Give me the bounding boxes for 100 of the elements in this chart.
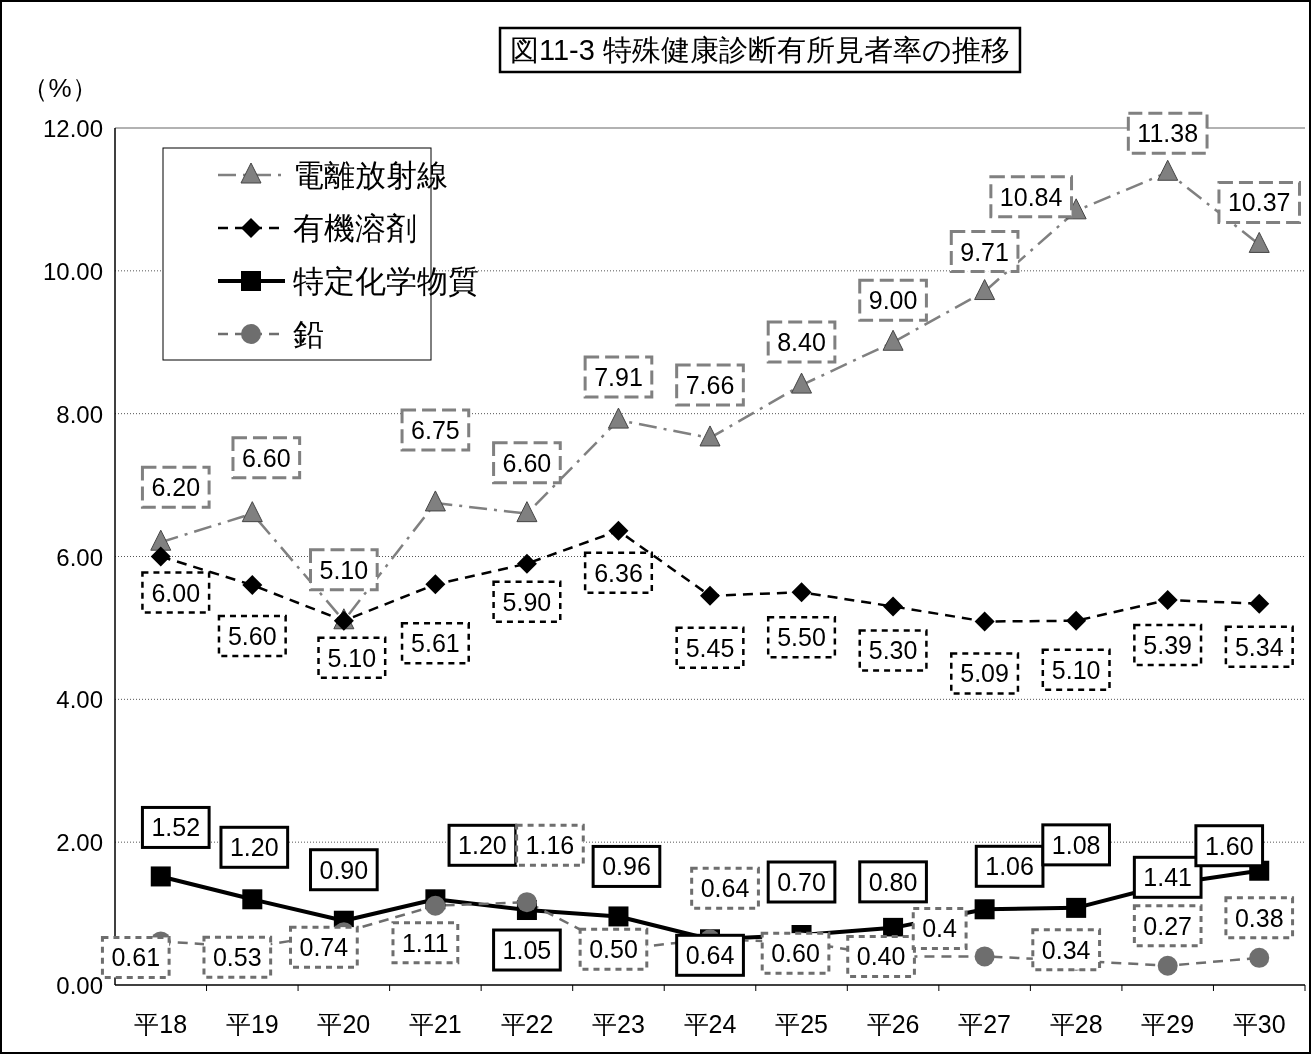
data-label: 5.10 (1051, 655, 1101, 684)
legend-label: 特定化学物質 (293, 264, 479, 299)
point (150, 546, 171, 567)
point (242, 889, 263, 910)
point (516, 892, 537, 913)
x-tick-label: 平24 (683, 1010, 737, 1038)
x-tick-label: 平30 (1232, 1010, 1286, 1038)
data-label: 0.74 (299, 933, 349, 962)
point (882, 329, 904, 351)
point (516, 501, 538, 523)
point (425, 574, 446, 595)
x-tick-label: 平28 (1049, 1010, 1103, 1038)
point (1249, 593, 1270, 614)
data-label: 5.39 (1143, 631, 1193, 660)
data-label: 5.10 (319, 555, 369, 584)
data-label: 0.27 (1143, 911, 1193, 940)
point (791, 582, 812, 603)
data-label: 9.71 (960, 237, 1009, 266)
point (791, 372, 813, 394)
data-label: 6.75 (411, 415, 460, 444)
point (608, 906, 629, 927)
data-label: 11.38 (1137, 119, 1199, 148)
point (700, 585, 720, 606)
point (150, 866, 171, 887)
legend-label: 有機溶剤 (293, 211, 417, 246)
data-label: 6.00 (151, 578, 201, 607)
point (425, 895, 446, 916)
data-label: 0.64 (685, 941, 735, 970)
x-tick-label: 平22 (500, 1010, 554, 1038)
data-label: 0.40 (856, 942, 906, 971)
point (424, 490, 446, 512)
x-tick-label: 平29 (1141, 1010, 1195, 1038)
point (974, 611, 995, 632)
point (516, 553, 537, 574)
data-label: 5.61 (411, 629, 460, 658)
point (608, 520, 629, 541)
point (242, 575, 263, 596)
data-label: 5.45 (685, 633, 735, 662)
data-label: 0.80 (868, 867, 918, 896)
data-label: 1.05 (502, 936, 552, 965)
data-label: 0.53 (212, 943, 262, 972)
data-label: 6.60 (241, 443, 291, 472)
y-tick-label: 12.00 (42, 115, 103, 142)
data-label: 1.20 (458, 831, 507, 860)
data-label: 6.36 (594, 558, 643, 587)
data-label: 7.91 (594, 363, 643, 392)
data-label: 5.90 (502, 587, 552, 616)
point (1248, 231, 1270, 253)
data-label: 0.96 (602, 852, 651, 881)
y-tick-label: 2.00 (56, 829, 103, 857)
data-label: 8.40 (777, 328, 826, 357)
data-label: 7.66 (685, 370, 735, 399)
x-tick-label: 平19 (225, 1010, 279, 1038)
data-label: 5.10 (327, 643, 377, 672)
data-label: 0.90 (319, 855, 369, 884)
data-label: 1.16 (525, 831, 575, 860)
point (974, 279, 996, 301)
data-label: 0.70 (777, 868, 826, 897)
point (883, 596, 904, 617)
data-label: 1.08 (1051, 830, 1101, 859)
data-label: 0.34 (1041, 935, 1091, 964)
data-label: 1.11 (401, 928, 449, 957)
data-label: 1.20 (229, 833, 279, 862)
x-tick-label: 平26 (866, 1010, 920, 1038)
y-tick-label: 6.00 (56, 543, 103, 571)
data-label: 0.60 (771, 939, 820, 968)
y-tick-label: 8.00 (56, 400, 103, 428)
data-label: 9.00 (868, 286, 918, 315)
data-label: 5.50 (777, 623, 826, 652)
data-label: 5.60 (227, 622, 277, 651)
data-label: 0.64 (700, 874, 750, 903)
data-label: 10.37 (1227, 188, 1291, 217)
point (974, 899, 995, 920)
x-tick-label: 平20 (317, 1010, 371, 1038)
chart-title: 図11-3 特殊健康診断有所見者率の推移 (510, 34, 1010, 66)
x-tick-label: 平23 (592, 1010, 645, 1038)
x-tick-label: 平25 (775, 1010, 828, 1038)
point (1066, 897, 1087, 918)
point (974, 946, 995, 967)
data-label: 0.38 (1234, 903, 1284, 932)
x-tick-label: 平18 (134, 1010, 188, 1038)
point (1249, 947, 1270, 968)
data-label: 1.41 (1143, 863, 1193, 892)
y-tick-label: 4.00 (56, 686, 103, 714)
point (1066, 610, 1087, 631)
legend-label: 鉛 (293, 317, 324, 352)
data-label: 0.50 (589, 935, 638, 964)
legend-label: 電離放射線 (293, 158, 448, 193)
point (607, 407, 629, 429)
data-label: 6.20 (151, 473, 201, 502)
data-label: 6.60 (502, 448, 552, 477)
point (699, 425, 721, 447)
x-tick-label: 平27 (958, 1010, 1012, 1038)
y-tick-label: 0.00 (56, 972, 103, 999)
data-label: 1.52 (151, 813, 201, 842)
x-tick-label: 平21 (408, 1010, 462, 1038)
data-label: 10.84 (999, 182, 1063, 211)
data-label: 1.06 (985, 852, 1034, 881)
data-label: 1.60 (1204, 831, 1254, 860)
point (1157, 159, 1179, 181)
